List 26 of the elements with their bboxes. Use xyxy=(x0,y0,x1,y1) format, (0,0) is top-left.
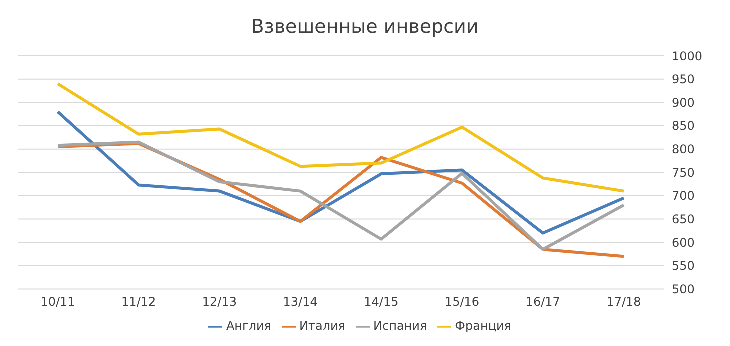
x-tick-label: 10/11 xyxy=(40,294,76,309)
y-tick-label: 950 xyxy=(672,72,695,87)
legend-label: Италия xyxy=(300,319,346,334)
chart-title: Взвешенные инверсии xyxy=(250,15,480,40)
line-series xyxy=(56,82,626,193)
legend-label: Испания xyxy=(374,319,428,334)
x-tick-label: 17/18 xyxy=(606,294,642,309)
y-tick-label: 900 xyxy=(672,96,695,110)
y-tick-label: 600 xyxy=(672,236,695,250)
x-tick-label: 12/13 xyxy=(202,294,238,309)
x-tick-label: 14/15 xyxy=(364,294,399,309)
x-tick-label: 11/12 xyxy=(122,294,156,309)
y-tick-label: 500 xyxy=(672,282,695,297)
y-tick-label: 700 xyxy=(672,189,695,204)
y-tick-label: 800 xyxy=(672,142,695,157)
legend-label: Англия xyxy=(226,319,272,334)
y-tick-label: 850 xyxy=(672,119,695,134)
x-tick-label: 15/16 xyxy=(444,294,480,309)
y-tick-label: 750 xyxy=(672,166,695,180)
y-tick-label: 650 xyxy=(672,212,695,227)
x-tick-label: 13/14 xyxy=(283,294,318,309)
x-tick-label: 16/17 xyxy=(526,294,560,309)
legend-label: Франция xyxy=(455,319,512,334)
line-series xyxy=(56,110,626,235)
y-tick-label: 550 xyxy=(672,259,695,274)
y-tick-label: 1000 xyxy=(672,49,703,64)
